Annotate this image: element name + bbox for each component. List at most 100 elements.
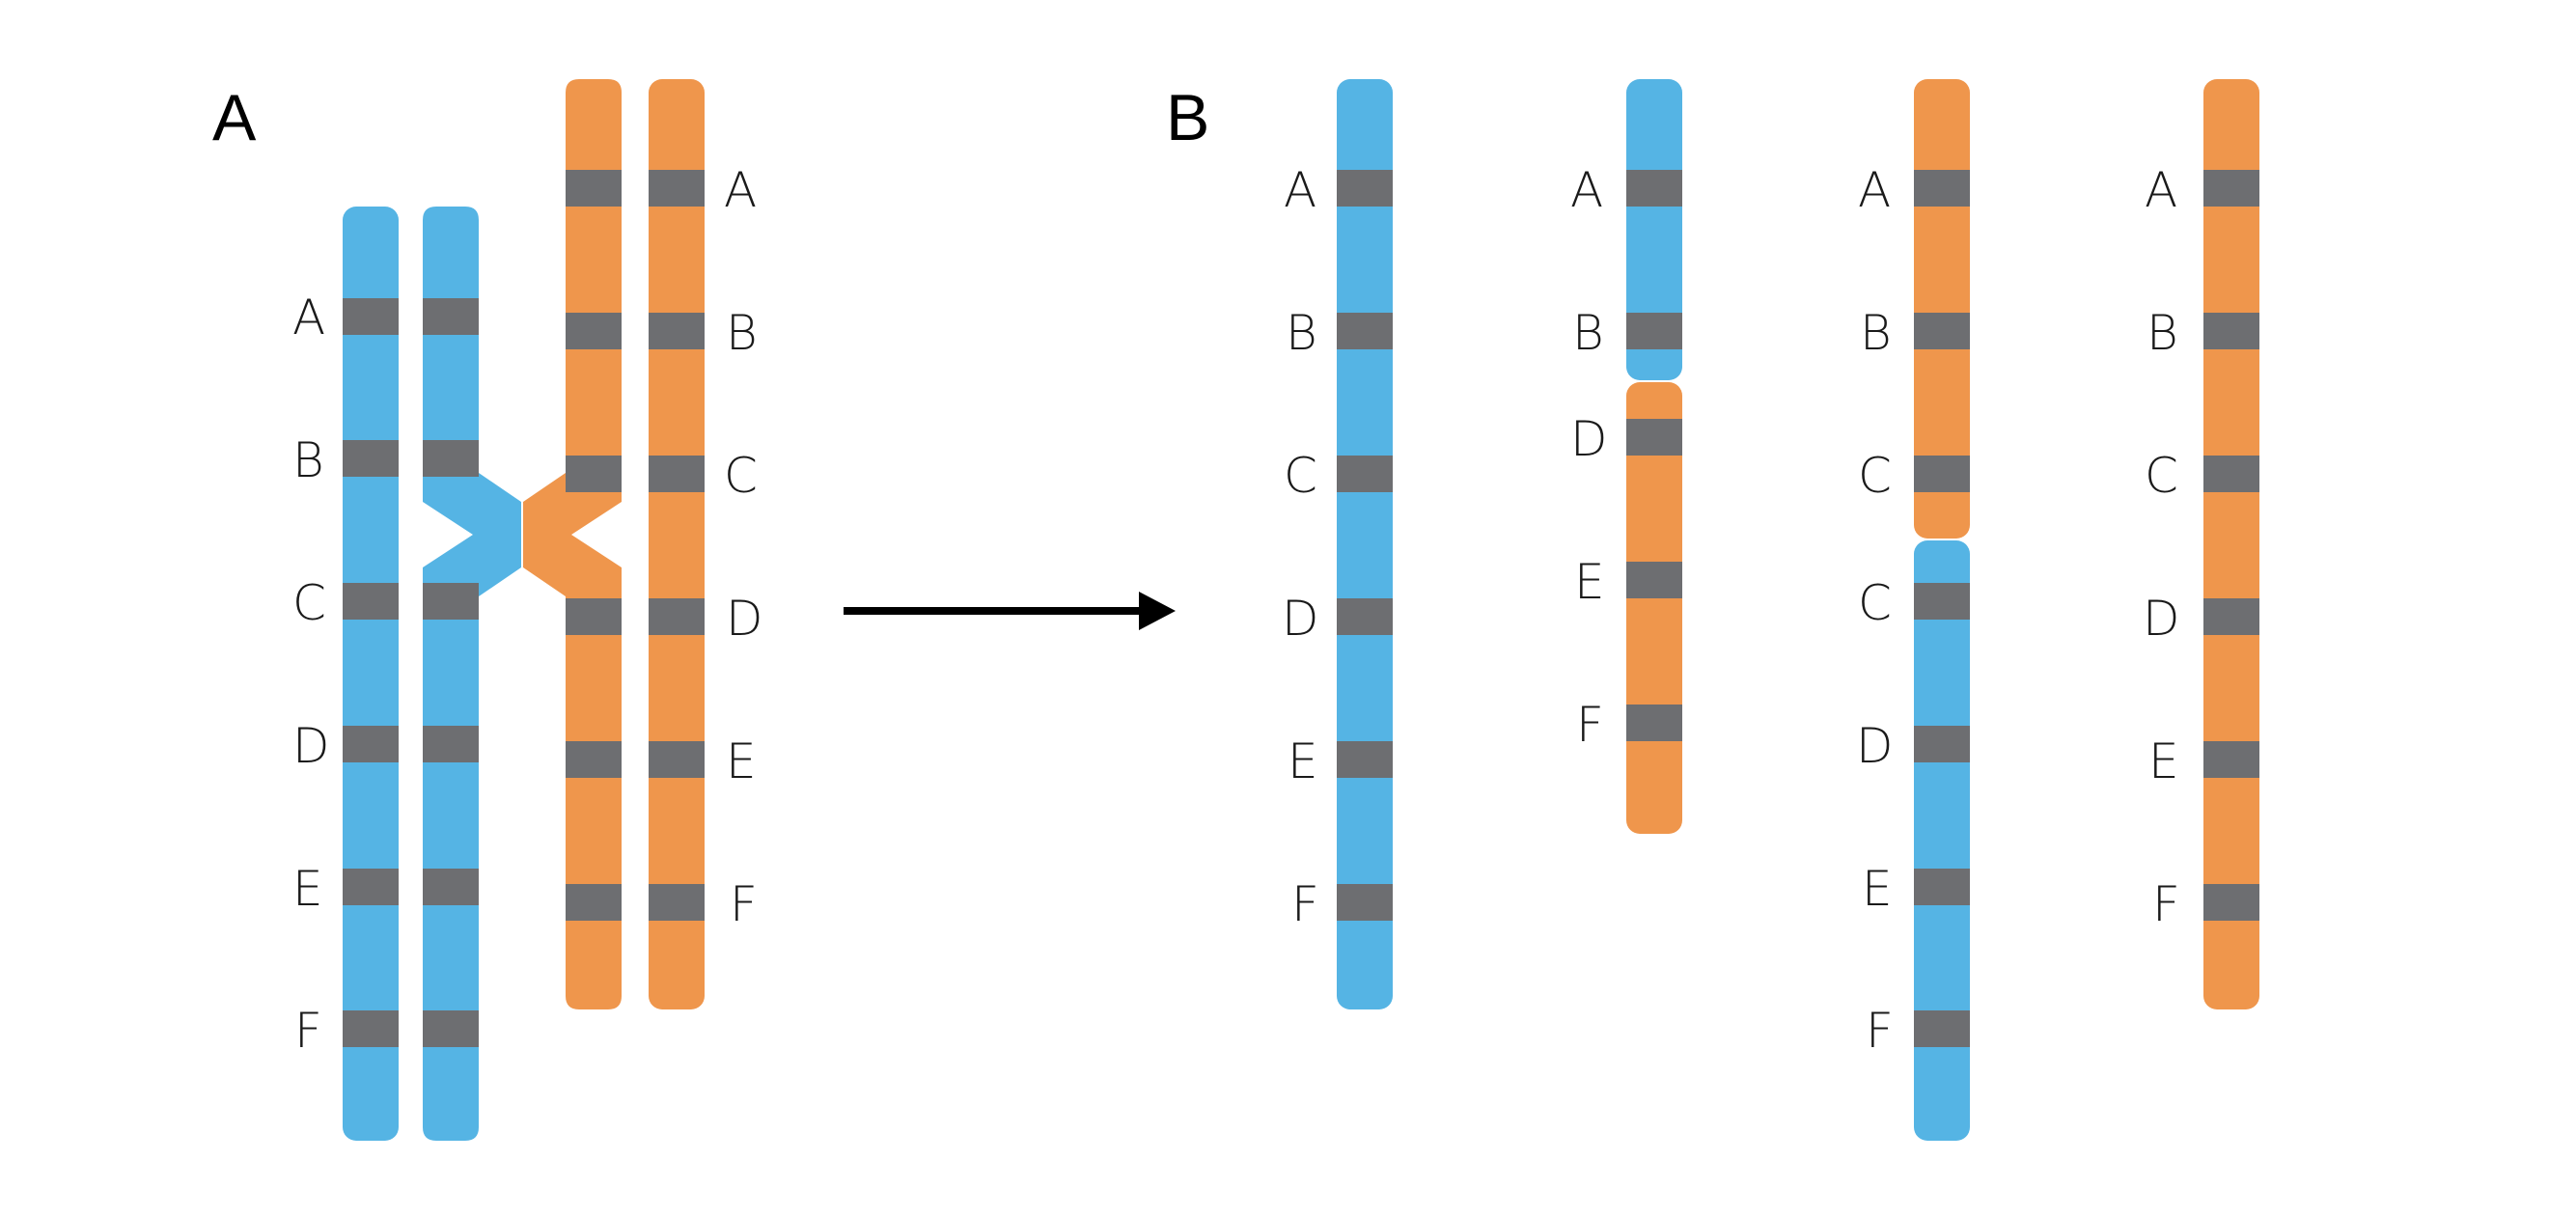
locus-band-f: [1914, 1010, 1970, 1047]
panel-a-blue-chromatid-2: [423, 207, 521, 1141]
panel-b-c2-label-f: F: [1576, 697, 1604, 753]
locus-band-a: [649, 170, 705, 207]
locus-band-c: [343, 583, 399, 620]
locus-band-f: [343, 1010, 399, 1047]
panel-a-right-label-f: F: [730, 876, 758, 932]
panel-b-c4-label-a: A: [2145, 162, 2177, 218]
locus-band-a: [1337, 170, 1393, 207]
locus-band-b: [649, 313, 705, 349]
locus-band-d: [1337, 598, 1393, 635]
panel-a-right-label-e: E: [726, 733, 757, 789]
panel-a-label-d: D: [292, 718, 330, 774]
locus-band-d: [2203, 598, 2259, 635]
panel-a-blue-chromatid-1: [343, 207, 399, 1141]
blue-segment: [1626, 79, 1682, 380]
panel-b-parental-orange-chromatid: [2203, 79, 2259, 1009]
locus-band-f: [1626, 705, 1682, 741]
locus-band-d: [423, 726, 479, 762]
locus-band-b: [1337, 313, 1393, 349]
panel-a-label-a: A: [292, 290, 325, 345]
panel-b-c1-label-b: B: [1286, 305, 1317, 361]
panel-b-c2-label-d: D: [1570, 411, 1608, 467]
locus-band-f: [649, 884, 705, 921]
chromatid-body-upper: [423, 207, 521, 1141]
chromatid-body: [523, 79, 622, 1009]
panel-b-parental-blue-chromatid: [1337, 79, 1393, 1009]
locus-band-e: [423, 869, 479, 905]
chromatid-body: [343, 207, 399, 1141]
panel-b-c2-label-b: B: [1572, 305, 1604, 361]
locus-band-a: [343, 298, 399, 335]
panel-a-orange-chromatid-1: [523, 79, 622, 1009]
locus-band-c: [2203, 456, 2259, 492]
locus-band-b: [343, 440, 399, 477]
panel-b-c4-label-b: B: [2147, 305, 2178, 361]
panel-b-c3-label-a: A: [1858, 162, 1891, 218]
panel-b-c1-label-a: A: [1284, 162, 1316, 218]
panel-b-c3-label-f: F: [1866, 1003, 1894, 1059]
panel-a-orange-chromatid-2: [649, 79, 705, 1009]
locus-band-c: [423, 583, 479, 620]
panel-b-c3-label-b: B: [1860, 305, 1892, 361]
panel-b-c4-label-c: C: [2145, 448, 2178, 504]
locus-band-c2: [1914, 583, 1970, 620]
locus-band-a: [2203, 170, 2259, 207]
locus-band-e: [566, 741, 622, 778]
panel-b-c3-label-c2: C: [1858, 575, 1892, 631]
locus-band-e: [343, 869, 399, 905]
panel-b-c2-label-e: E: [1574, 554, 1605, 610]
panel-a-label: A: [212, 81, 257, 154]
locus-band-c: [649, 456, 705, 492]
locus-band-d: [649, 598, 705, 635]
locus-band-c: [1914, 456, 1970, 492]
chromatid-body: [2203, 79, 2259, 1009]
locus-band-e: [1337, 741, 1393, 778]
panel-b-recombinant-blue-orange-chromatid: [1626, 79, 1682, 834]
locus-band-f: [2203, 884, 2259, 921]
panel-b-c3-label-d: D: [1856, 718, 1894, 774]
locus-band-f: [1337, 884, 1393, 921]
locus-band-e: [1914, 869, 1970, 905]
panel-a-right-label-a: A: [724, 162, 757, 218]
locus-band-e: [1626, 562, 1682, 598]
locus-band-b: [2203, 313, 2259, 349]
locus-band-b: [1626, 313, 1682, 349]
locus-band-e: [649, 741, 705, 778]
panel-a-label-f: F: [294, 1003, 322, 1059]
locus-band-b: [1914, 313, 1970, 349]
blue-segment: [1914, 540, 1970, 1141]
panel-a-label-e: E: [292, 861, 323, 917]
panel-b-c1-label-c: C: [1284, 448, 1317, 504]
panel-a-label-c: C: [292, 575, 326, 631]
chromatid-body: [649, 79, 705, 1009]
locus-band-c: [1337, 456, 1393, 492]
locus-band-b: [423, 440, 479, 477]
locus-band-f: [566, 884, 622, 921]
locus-band-e: [2203, 741, 2259, 778]
locus-band-c: [566, 456, 622, 492]
locus-band-d: [1626, 419, 1682, 456]
locus-band-a: [1914, 170, 1970, 207]
locus-band-a: [423, 298, 479, 335]
panel-a-label-b: B: [292, 432, 324, 488]
panel-a-right-label-c: C: [724, 448, 758, 504]
locus-band-a: [1626, 170, 1682, 207]
panel-b-c4-label-d: D: [2143, 591, 2180, 647]
panel-b-label: B: [1166, 81, 1209, 154]
panel-b-c3-label-c: C: [1858, 448, 1892, 504]
locus-band-f: [423, 1010, 479, 1047]
chromatid-body: [1337, 79, 1393, 1009]
locus-band-d: [343, 726, 399, 762]
panel-b-recombinant-orange-blue-chromatid: [1914, 79, 1970, 1141]
panel-b-c4-label-e: E: [2148, 733, 2179, 789]
panel-a-right-label-b: B: [726, 305, 758, 361]
locus-band-b: [566, 313, 622, 349]
arrow-icon: [844, 592, 1176, 630]
panel-b-c2-label-a: A: [1570, 162, 1603, 218]
panel-a-right-label-d: D: [726, 591, 763, 647]
panel-b-c1-label-f: F: [1291, 876, 1319, 932]
panel-b-c3-label-e: E: [1862, 861, 1893, 917]
panel-b-c4-label-f: F: [2152, 876, 2180, 932]
panel-b-c1-label-d: D: [1282, 591, 1319, 647]
